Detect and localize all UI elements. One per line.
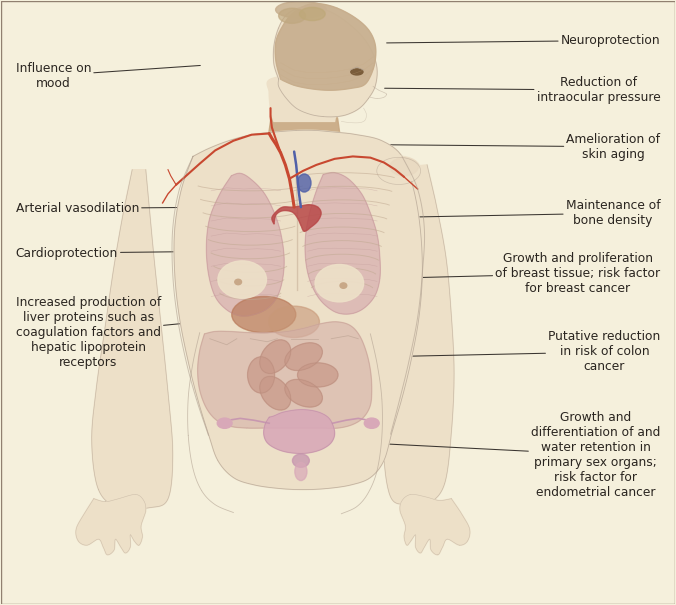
Polygon shape	[76, 494, 146, 555]
Polygon shape	[92, 170, 173, 509]
Ellipse shape	[351, 69, 363, 75]
Text: Growth and
differentiation of and
water retention in
primary sex organs;
risk fa: Growth and differentiation of and water …	[361, 411, 660, 499]
Ellipse shape	[235, 280, 241, 285]
Polygon shape	[273, 6, 377, 117]
Ellipse shape	[276, 1, 327, 18]
Polygon shape	[275, 4, 376, 90]
Polygon shape	[272, 204, 321, 231]
Ellipse shape	[299, 7, 325, 21]
Ellipse shape	[285, 343, 322, 370]
Polygon shape	[264, 410, 335, 453]
Ellipse shape	[260, 376, 291, 410]
Ellipse shape	[232, 296, 296, 333]
Polygon shape	[267, 242, 331, 378]
Ellipse shape	[295, 462, 307, 480]
Text: Increased production of
liver proteins such as
coagulation factors and
hepatic l: Increased production of liver proteins s…	[16, 296, 197, 369]
Text: Influence on
mood: Influence on mood	[16, 62, 200, 90]
Ellipse shape	[269, 306, 320, 338]
Text: Amelioration of
skin aging: Amelioration of skin aging	[342, 132, 660, 161]
Ellipse shape	[364, 418, 379, 428]
Ellipse shape	[297, 174, 311, 192]
Polygon shape	[174, 130, 422, 489]
Ellipse shape	[279, 8, 306, 24]
Text: Reduction of
intraocular pressure: Reduction of intraocular pressure	[385, 76, 660, 104]
Text: Growth and proliferation
of breast tissue; risk factor
for breast cancer: Growth and proliferation of breast tissu…	[389, 252, 660, 295]
Ellipse shape	[217, 418, 232, 428]
Polygon shape	[197, 322, 372, 428]
Text: Maintenance of
bone density: Maintenance of bone density	[396, 199, 660, 227]
Ellipse shape	[247, 357, 274, 393]
Ellipse shape	[285, 379, 322, 407]
Ellipse shape	[315, 264, 364, 302]
Ellipse shape	[293, 454, 310, 467]
Ellipse shape	[390, 158, 418, 175]
Polygon shape	[400, 494, 470, 555]
Ellipse shape	[377, 156, 420, 183]
Ellipse shape	[267, 61, 341, 266]
Text: Neuroprotection: Neuroprotection	[387, 34, 660, 47]
Text: Cardioprotection: Cardioprotection	[16, 246, 226, 260]
Text: Putative reduction
in risk of colon
cancer: Putative reduction in risk of colon canc…	[383, 330, 660, 373]
Ellipse shape	[260, 340, 291, 373]
Text: Arterial vasodilation: Arterial vasodilation	[16, 202, 226, 215]
Polygon shape	[267, 72, 340, 122]
Ellipse shape	[340, 283, 347, 289]
Polygon shape	[305, 172, 381, 314]
Polygon shape	[382, 165, 454, 506]
Ellipse shape	[218, 261, 266, 298]
Ellipse shape	[297, 363, 338, 387]
Polygon shape	[206, 173, 284, 316]
